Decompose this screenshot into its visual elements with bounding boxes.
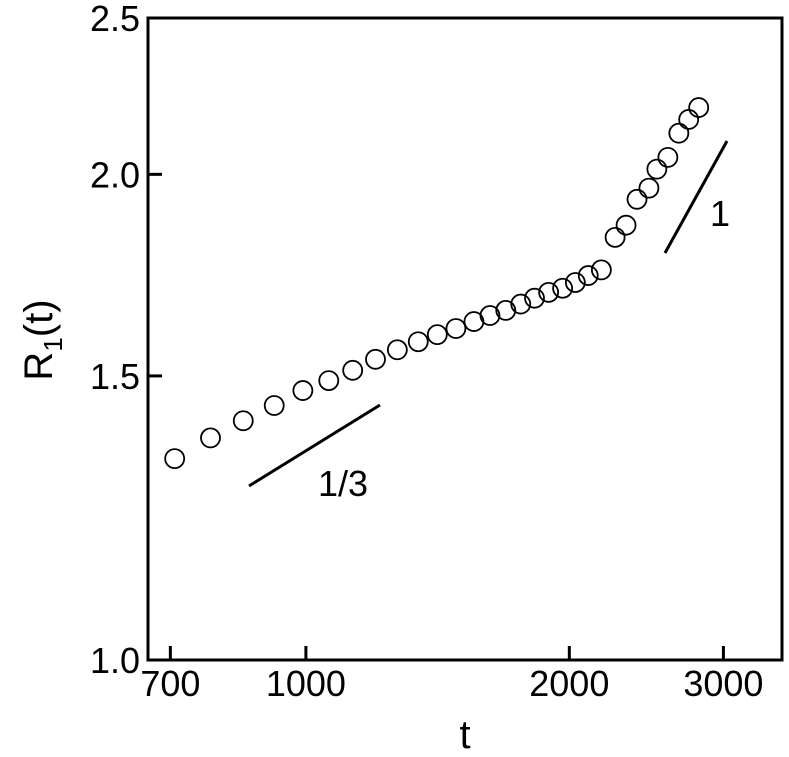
data-point — [538, 281, 560, 303]
data-point — [590, 259, 612, 281]
slope-guide — [663, 140, 729, 254]
y-label-main: R — [17, 352, 61, 381]
data-point — [292, 380, 314, 401]
y-tick-label: 1.0 — [90, 640, 140, 681]
data-point — [646, 158, 668, 180]
data-point — [510, 293, 532, 315]
data-point — [524, 287, 545, 309]
data-point — [688, 97, 710, 118]
data-point — [626, 188, 648, 210]
data-point — [577, 265, 599, 286]
data-point — [263, 395, 285, 416]
data-point — [615, 214, 637, 236]
y-axis-label: R1(t) — [17, 299, 68, 380]
data-point — [365, 348, 386, 370]
x-tick-label: 700 — [140, 663, 200, 704]
data-point — [342, 359, 364, 381]
data-point — [426, 324, 448, 346]
data-point — [318, 370, 340, 391]
x-axis-label: t — [459, 713, 470, 752]
annotation: 1/3 — [318, 463, 368, 504]
data-point — [657, 146, 679, 168]
data-point — [564, 272, 586, 293]
slope-guide — [248, 403, 381, 488]
data-point — [164, 448, 186, 470]
data-point — [232, 410, 254, 432]
data-point — [407, 331, 429, 353]
data-point — [552, 277, 574, 299]
data-point — [604, 226, 626, 248]
x-tick-label: 3000 — [683, 663, 763, 704]
data-point — [495, 300, 517, 321]
plot-frame — [146, 16, 784, 662]
y-label-sub: 1 — [38, 337, 68, 351]
data-point — [479, 305, 501, 326]
data-point — [445, 318, 467, 339]
y-tick-label: 2.0 — [90, 154, 140, 195]
data-point — [386, 339, 408, 361]
data-point — [678, 109, 700, 130]
x-tick-label: 1000 — [266, 663, 346, 704]
data-point — [638, 177, 660, 199]
y-tick-label: 1.5 — [90, 356, 140, 397]
data-point — [668, 122, 690, 144]
y-tick-label: 2.5 — [90, 0, 140, 39]
data-point — [200, 427, 221, 449]
x-tick-label: 2000 — [529, 663, 609, 704]
y-label-tail: (t) — [17, 299, 61, 337]
annotation: 1 — [710, 193, 730, 234]
